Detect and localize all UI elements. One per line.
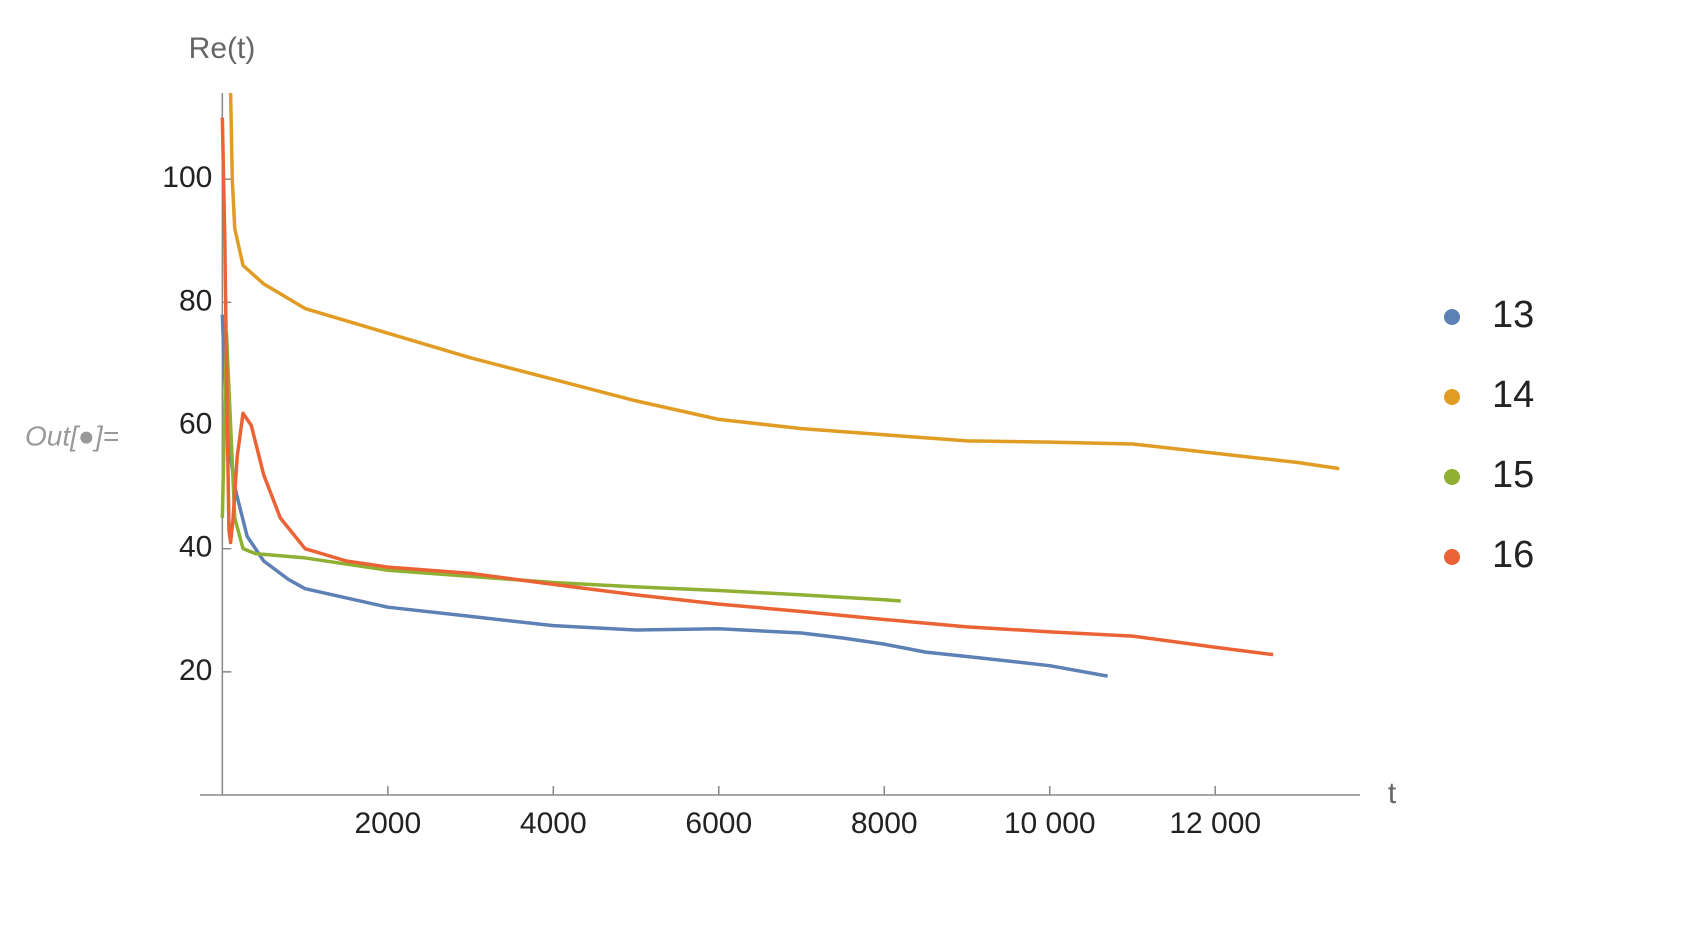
y-tick-label: 40 <box>179 531 212 564</box>
prompt-label: Out[●]= <box>25 420 119 451</box>
legend-label: 14 <box>1492 374 1534 416</box>
legend-swatch <box>1444 309 1460 325</box>
series-line <box>220 117 1274 657</box>
legend-label: 16 <box>1492 534 1534 576</box>
y-axis-label: Re(t) <box>189 32 256 65</box>
legend-swatch <box>1444 389 1460 405</box>
series-line <box>228 92 1340 471</box>
x-tick-label: 4000 <box>520 807 587 840</box>
y-tick-label: 100 <box>162 161 212 194</box>
x-tick-label: 2000 <box>354 807 421 840</box>
x-tick-label: 8000 <box>851 807 918 840</box>
x-tick-label: 10 000 <box>1004 807 1096 840</box>
series-line <box>220 314 1108 678</box>
y-tick-label: 80 <box>179 284 212 317</box>
x-tick-label: 12 000 <box>1169 807 1261 840</box>
legend-label: 13 <box>1492 294 1534 336</box>
x-axis-label: t <box>1388 777 1397 810</box>
legend-swatch <box>1444 469 1460 485</box>
legend-label: 15 <box>1492 454 1534 496</box>
series-line <box>220 331 901 603</box>
x-tick-label: 6000 <box>685 807 752 840</box>
y-tick-label: 20 <box>179 654 212 687</box>
legend-swatch <box>1444 549 1460 565</box>
y-tick-label: 60 <box>179 407 212 440</box>
